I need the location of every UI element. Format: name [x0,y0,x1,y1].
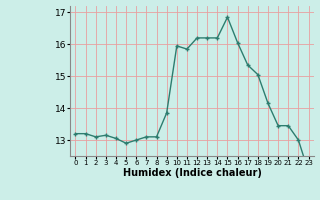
X-axis label: Humidex (Indice chaleur): Humidex (Indice chaleur) [123,168,261,178]
